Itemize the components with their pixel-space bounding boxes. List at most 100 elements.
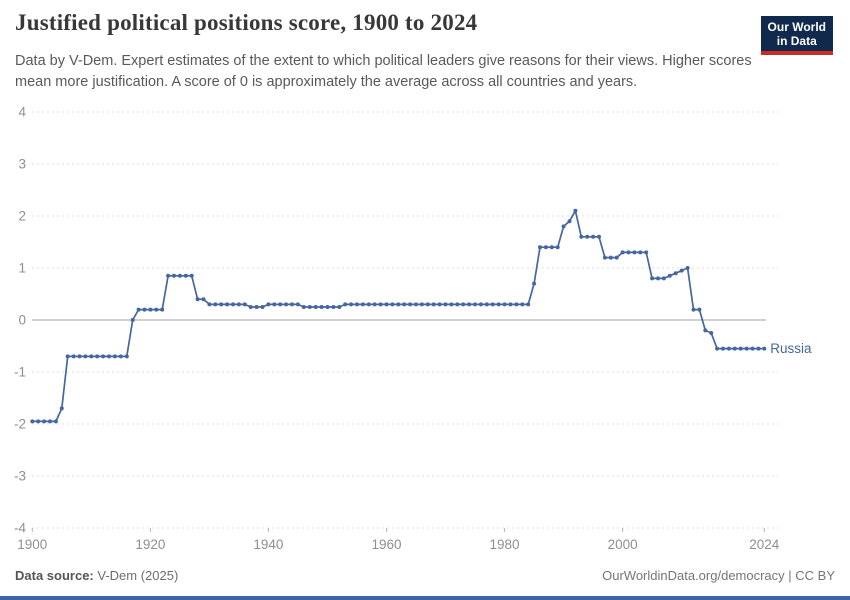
data-point[interactable]	[319, 305, 324, 309]
data-point[interactable]	[83, 354, 88, 359]
data-point[interactable]	[567, 219, 572, 224]
data-point[interactable]	[726, 346, 731, 351]
data-point[interactable]	[260, 305, 265, 309]
data-point[interactable]	[136, 307, 141, 312]
data-point[interactable]	[661, 276, 666, 281]
data-point[interactable]	[762, 346, 767, 351]
data-point[interactable]	[532, 281, 537, 286]
data-point[interactable]	[59, 406, 64, 411]
data-point[interactable]	[614, 255, 619, 260]
data-point[interactable]	[53, 419, 58, 424]
data-point[interactable]	[225, 302, 230, 307]
data-point[interactable]	[561, 224, 566, 229]
data-point[interactable]	[478, 302, 483, 307]
data-point[interactable]	[744, 346, 749, 351]
data-point[interactable]	[620, 250, 625, 255]
data-point[interactable]	[602, 255, 607, 260]
credit-link[interactable]: OurWorldinData.org/democracy | CC BY	[602, 568, 835, 583]
data-point[interactable]	[638, 250, 643, 255]
data-point[interactable]	[461, 302, 466, 307]
data-point[interactable]	[691, 307, 696, 312]
data-point[interactable]	[484, 302, 489, 307]
data-point[interactable]	[679, 268, 684, 273]
data-point[interactable]	[101, 354, 106, 359]
data-point[interactable]	[349, 302, 354, 307]
data-point[interactable]	[508, 302, 513, 307]
data-point[interactable]	[331, 305, 336, 309]
data-point[interactable]	[514, 302, 519, 307]
data-point[interactable]	[715, 346, 720, 351]
data-point[interactable]	[467, 302, 472, 307]
data-point[interactable]	[390, 302, 395, 307]
data-point[interactable]	[295, 302, 300, 307]
data-point[interactable]	[738, 346, 743, 351]
data-point[interactable]	[408, 302, 413, 307]
data-point[interactable]	[538, 245, 542, 250]
data-point[interactable]	[709, 331, 714, 335]
data-point[interactable]	[437, 302, 442, 307]
data-point[interactable]	[160, 307, 165, 312]
data-point[interactable]	[207, 302, 212, 307]
data-point[interactable]	[325, 305, 330, 309]
data-point[interactable]	[248, 305, 253, 309]
owid-logo[interactable]: Our World in Data	[760, 16, 833, 55]
data-point[interactable]	[30, 419, 35, 424]
data-point[interactable]	[266, 302, 271, 307]
data-point[interactable]	[449, 302, 454, 307]
data-point[interactable]	[496, 302, 501, 307]
data-point[interactable]	[443, 302, 448, 307]
data-point[interactable]	[95, 354, 100, 359]
data-point[interactable]	[366, 302, 371, 307]
data-point[interactable]	[555, 245, 560, 250]
data-point[interactable]	[425, 302, 430, 307]
data-point[interactable]	[414, 302, 418, 307]
data-point[interactable]	[632, 250, 637, 255]
series-end-label[interactable]: Russia	[770, 341, 812, 356]
data-point[interactable]	[154, 307, 159, 312]
data-point[interactable]	[756, 346, 761, 351]
data-point[interactable]	[520, 302, 525, 307]
data-point[interactable]	[36, 419, 41, 424]
data-point[interactable]	[656, 276, 660, 281]
data-point[interactable]	[419, 302, 424, 307]
data-point[interactable]	[585, 234, 590, 239]
data-point[interactable]	[608, 255, 613, 260]
data-point[interactable]	[502, 302, 507, 307]
data-point[interactable]	[673, 271, 678, 276]
data-point[interactable]	[236, 302, 241, 307]
data-point[interactable]	[549, 245, 554, 250]
data-point[interactable]	[272, 302, 277, 307]
data-point[interactable]	[65, 354, 70, 359]
data-point[interactable]	[573, 208, 578, 213]
data-point[interactable]	[703, 328, 708, 333]
data-point[interactable]	[402, 302, 407, 307]
data-point[interactable]	[219, 302, 224, 307]
data-point[interactable]	[667, 273, 672, 278]
data-point[interactable]	[148, 307, 153, 312]
data-point[interactable]	[201, 297, 206, 302]
data-point[interactable]	[89, 354, 94, 359]
data-point[interactable]	[177, 273, 182, 278]
data-point[interactable]	[360, 302, 365, 307]
data-point[interactable]	[337, 305, 342, 309]
data-point[interactable]	[290, 302, 294, 307]
data-point[interactable]	[378, 302, 383, 307]
data-point[interactable]	[490, 302, 495, 307]
data-point[interactable]	[195, 297, 200, 302]
data-point[interactable]	[579, 234, 584, 239]
data-point[interactable]	[526, 302, 531, 307]
data-point[interactable]	[77, 354, 82, 359]
data-point[interactable]	[71, 354, 76, 359]
data-point[interactable]	[107, 354, 111, 359]
data-point[interactable]	[166, 273, 171, 278]
data-point[interactable]	[597, 234, 601, 239]
data-point[interactable]	[231, 302, 235, 307]
data-point[interactable]	[313, 305, 318, 309]
data-point[interactable]	[591, 234, 596, 239]
data-point[interactable]	[213, 302, 218, 307]
data-point[interactable]	[172, 273, 176, 278]
data-point[interactable]	[473, 302, 477, 307]
data-point[interactable]	[284, 302, 289, 307]
data-point[interactable]	[732, 346, 737, 351]
